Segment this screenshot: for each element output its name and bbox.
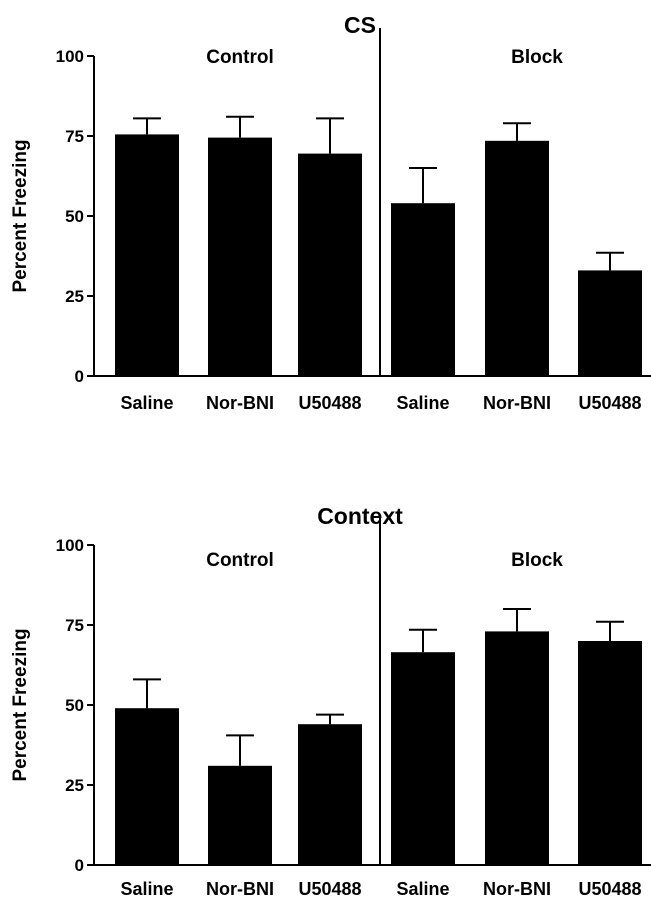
bar — [485, 631, 549, 865]
x-tick-label: U50488 — [578, 393, 641, 413]
y-tick-label: 75 — [65, 616, 84, 635]
bar — [208, 137, 272, 376]
x-tick-label: Nor-BNI — [483, 879, 551, 899]
bar — [391, 203, 455, 376]
bar — [391, 652, 455, 865]
x-tick-label: Nor-BNI — [206, 879, 274, 899]
bar — [298, 153, 362, 376]
x-tick-label: Saline — [396, 879, 449, 899]
bar — [298, 724, 362, 865]
x-tick-label: Nor-BNI — [206, 393, 274, 413]
chart-panel-context: Context Percent Freezing 0 25 50 75 100 Control… — [10, 503, 651, 899]
x-tick-label: Saline — [120, 879, 173, 899]
bar — [208, 765, 272, 865]
x-tick-label: Saline — [396, 393, 449, 413]
chart-panel-cs: CS Percent Freezing 0 25 50 75 100 Control Block… — [10, 12, 651, 413]
y-tick-label: 100 — [56, 536, 84, 555]
chart-title: CS — [344, 12, 376, 38]
y-tick-label: 100 — [56, 47, 84, 66]
chart-title: Context — [317, 503, 403, 529]
x-tick-label: U50488 — [578, 879, 641, 899]
bar — [485, 140, 549, 376]
group-label-block: Block — [511, 550, 563, 571]
bar — [115, 134, 179, 376]
y-tick-label: 0 — [75, 856, 84, 875]
x-tick-label: Saline — [120, 393, 173, 413]
y-tick-label: 50 — [65, 696, 84, 715]
group-label-control: Control — [206, 47, 274, 68]
x-tick-label: Nor-BNI — [483, 393, 551, 413]
y-tick-label: 50 — [65, 207, 84, 226]
y-tick-label: 25 — [65, 287, 84, 306]
y-tick-label: 75 — [65, 127, 84, 146]
x-tick-label: U50488 — [298, 393, 361, 413]
group-label-control: Control — [206, 550, 274, 571]
bar — [578, 270, 642, 376]
group-label-block: Block — [511, 47, 563, 68]
y-axis-label: Percent Freezing — [10, 628, 31, 781]
bar — [115, 708, 179, 865]
y-tick-label: 25 — [65, 776, 84, 795]
x-tick-label: U50488 — [298, 879, 361, 899]
y-axis-label: Percent Freezing — [10, 139, 31, 292]
bar — [578, 641, 642, 865]
y-tick-label: 0 — [75, 367, 84, 386]
